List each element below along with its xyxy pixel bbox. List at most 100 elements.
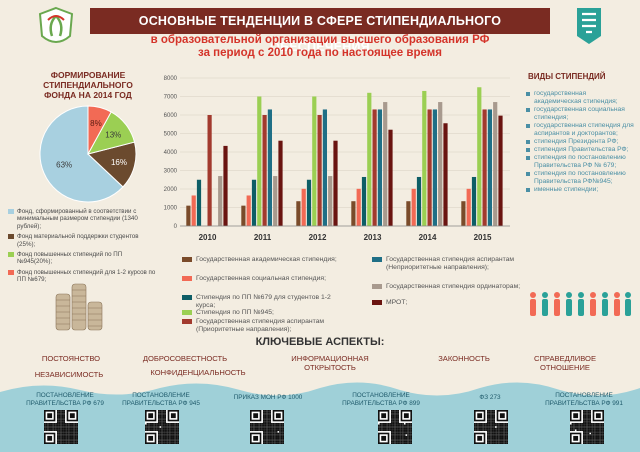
bar-2010-s2 — [191, 195, 196, 226]
doc-label-3: ПРИКАЗ МОН РФ 1000 — [233, 394, 303, 401]
bar-legend-item-6: Государственная стипендия аспирантам (Не… — [372, 256, 526, 272]
pie-label-2: 16% — [111, 158, 127, 167]
key-aspect-5: ИНФОРМАЦИОННАЯ ОТКРЫТОСТЬ — [291, 354, 369, 372]
types-item-1: государственная академическая стипендия; — [526, 90, 634, 106]
bar-2012-s5 — [317, 115, 322, 226]
bar-2011-s4 — [257, 96, 262, 226]
bar-2015-s5 — [482, 109, 487, 226]
x-tick-label-2012: 2012 — [309, 233, 327, 242]
y-tick-label: 6000 — [164, 113, 178, 119]
bar-legend-item-2: Государственная социальная стипендия; — [182, 275, 346, 283]
key-aspects-title: КЛЮЧЕВЫЕ АСПЕКТЫ: — [255, 336, 385, 348]
qr-code-icon — [250, 410, 284, 444]
x-tick-label-2011: 2011 — [254, 233, 272, 242]
bar-2010-s8 — [223, 145, 228, 226]
bar-2015-s4 — [477, 87, 482, 226]
coins-icon — [55, 283, 103, 331]
bar-2014-s4 — [422, 90, 427, 226]
pie-label-1: 63% — [56, 160, 72, 169]
qr-code-icon — [474, 410, 508, 444]
bar-2015-s1 — [461, 201, 466, 226]
doc-label-4: ПОСТАНОВЛЕНИЕ ПРАВИТЕЛЬСТВА РФ 899 — [342, 392, 420, 407]
pie-slice-2 — [86, 141, 137, 188]
bar-2013-s6 — [377, 109, 382, 226]
bar-2012-s4 — [312, 96, 317, 226]
bar-2010-s1 — [186, 205, 191, 226]
subtitle-line-1: в образовательной организации высшего об… — [150, 34, 490, 46]
qr-code-icon — [44, 410, 78, 444]
types-item-4: стипендия Президента РФ; — [526, 138, 634, 146]
scholarship-bar-chart: 0 1000 2000 3000 4000 5000 6000 7000 8000 2010 201… — [164, 76, 510, 242]
bar-2012-s8 — [333, 140, 338, 226]
bar-2011-s7 — [273, 176, 278, 226]
bar-2011-s3 — [251, 179, 257, 226]
pie-slice-1 — [39, 105, 124, 203]
ministry-emblem-icon — [38, 6, 74, 43]
y-tick-label: 8000 — [164, 76, 178, 82]
pie-legend: Фонд, сформированный в соответствии с ми… — [8, 208, 156, 287]
doc-label-5: ФЗ 273 — [479, 394, 501, 401]
x-tick-label-2010: 2010 — [199, 233, 217, 242]
fund-pie-chart: 63% 16% 13%8% — [39, 105, 137, 203]
key-aspect-7: СПРАВЕДЛИВОЕ ОТНОШЕНИЕ — [533, 354, 597, 372]
doc-label-2: ПОСТАНОВЛЕНИЕ ПРАВИТЕЛЬСТВА РФ 945 — [122, 392, 200, 407]
bar-2011-s2 — [246, 195, 251, 226]
bar-2011-s8 — [278, 140, 283, 226]
bar-2014-s1 — [406, 201, 411, 226]
types-item-2: государственная социальная стипендия; — [526, 106, 634, 122]
bar-legend-item-1: Государственная академическая стипендия; — [182, 256, 346, 264]
bar-2011-s1 — [241, 205, 246, 226]
bar-2010-s7 — [218, 176, 223, 226]
bar-2015-s2 — [466, 188, 471, 226]
types-item-6: стипендия по постановлению Правительства… — [526, 154, 634, 170]
bar-legend-item-4: Стипендия по ПП №945; — [182, 309, 346, 317]
bar-2014-s5 — [427, 109, 432, 226]
types-item-8: именные стипендии; — [526, 186, 634, 194]
key-aspect-1: ПОСТОЯНСТВО — [41, 354, 101, 363]
types-item-3: государственная стипендия для аспирантов… — [526, 122, 634, 138]
bar-2011-s5 — [262, 115, 267, 226]
bar-2012-s6 — [322, 109, 327, 226]
x-tick-label-2015: 2015 — [474, 233, 492, 242]
types-list: государственная академическая стипендия;… — [526, 90, 634, 194]
bar-legend-item-5: Государственная стипендия аспирантам (Пр… — [182, 318, 346, 334]
bar-legend-item-7: Государственная стипендия ординаторам; — [372, 283, 526, 291]
qr-code-icon — [570, 410, 604, 444]
university-logo-icon — [577, 8, 601, 44]
qr-code-icon — [145, 410, 179, 444]
key-aspect-6: ЗАКОННОСТЬ — [438, 354, 490, 363]
bar-legend: Государственная академическая стипендия;… — [182, 256, 522, 346]
bar-2012-s1 — [296, 201, 301, 226]
types-title: ВИДЫ СТИПЕНДИЙ — [528, 72, 606, 81]
pie-legend-item-1: Фонд, сформированный в соответствии с ми… — [8, 208, 156, 230]
bar-2013-s2 — [356, 188, 361, 226]
bar-2015-s6 — [487, 109, 492, 226]
pie-title: ФОРМИРОВАНИЕ СТИПЕНДИАЛЬНОГО ФОНДА НА 20… — [43, 70, 133, 100]
bottom-wave — [0, 382, 640, 452]
x-tick-label-2013: 2013 — [364, 233, 382, 242]
subtitle-line-2: за период с 2010 года по настоящее время — [198, 47, 442, 59]
bar-2013-s1 — [351, 201, 356, 226]
y-tick-label: 2000 — [164, 187, 178, 193]
page-title: ОСНОВНЫЕ ТЕНДЕНЦИИ В СФЕРЕ СТИПЕНДИАЛЬНО… — [90, 8, 550, 54]
pie-slice-4 — [87, 105, 112, 155]
bar-2010-s5 — [207, 115, 212, 226]
bar-2015-s3 — [471, 176, 477, 226]
bar-2012-s2 — [301, 188, 306, 226]
key-aspect-4: КОНФИДЕНЦИАЛЬНОСТЬ — [150, 368, 246, 377]
y-tick-label: 3000 — [164, 169, 178, 175]
bar-2013-s7 — [383, 102, 388, 226]
bar-2010-s3 — [196, 179, 202, 226]
page-subtitle: в образовательной организации высшего об… — [120, 34, 520, 60]
bar-legend-item-3: Стипендия по ПП №679 для студентов 1-2 к… — [182, 294, 346, 310]
bar-2013-s8 — [388, 129, 393, 226]
bar-2014-s7 — [438, 102, 443, 226]
pie-label-4: 8% — [90, 119, 102, 128]
y-tick-label: 1000 — [164, 206, 178, 212]
x-tick-label-2014: 2014 — [419, 233, 437, 242]
bar-2012-s7 — [328, 176, 333, 226]
bar-2013-s3 — [361, 176, 367, 226]
key-aspect-2: НЕЗАВИСИМОСТЬ — [34, 370, 104, 379]
bar-2014-s6 — [432, 109, 437, 226]
y-tick-label: 0 — [174, 224, 178, 230]
